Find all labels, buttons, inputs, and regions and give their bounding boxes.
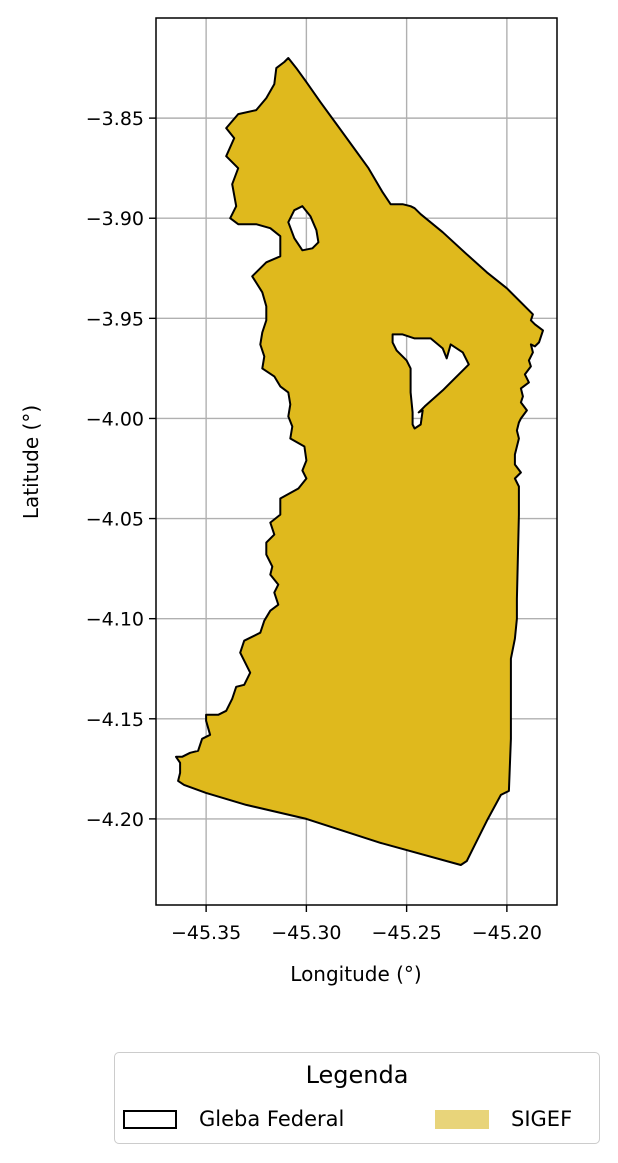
x-tick-label: −45.25 [371,922,441,944]
legend-box: Legenda Gleba Federal SIGEF [114,1052,600,1144]
legend-label-gleba-federal: Gleba Federal [199,1107,345,1131]
y-tick-label: −4.20 [86,809,144,831]
y-tick-label: −3.95 [86,308,144,330]
y-tick-label: −4.00 [86,408,144,430]
legend-label-sigef: SIGEF [511,1107,573,1131]
x-tick-label: −45.20 [472,922,542,944]
sigef-polygon [175,57,544,866]
x-tick-label: −45.35 [171,922,241,944]
y-axis-label: Latitude (°) [19,405,43,519]
x-axis-ticks: −45.35 −45.30 −45.25 −45.20 [171,905,542,944]
sigef-layer [175,57,544,866]
y-tick-label: −3.90 [86,208,144,230]
y-tick-label: −4.10 [86,609,144,631]
legend-swatch-gleba-federal [123,1109,177,1129]
legend-title: Legenda [305,1061,409,1089]
y-tick-label: −4.15 [86,709,144,731]
legend-item-gleba-federal: Gleba Federal [123,1105,344,1133]
y-tick-label: −4.05 [86,509,144,531]
legend-swatch-sigef [435,1109,489,1129]
plot-frame [155,17,558,906]
legend-item-sigef: SIGEF [435,1105,572,1133]
x-tick-label: −45.30 [271,922,341,944]
x-axis-label: Longitude (°) [290,962,421,986]
y-axis-ticks: −3.85 −3.90 −3.95 −4.00 −4.05 −4.10 −4.15 −4.20 [86,108,156,831]
y-tick-label: −3.85 [86,108,144,130]
